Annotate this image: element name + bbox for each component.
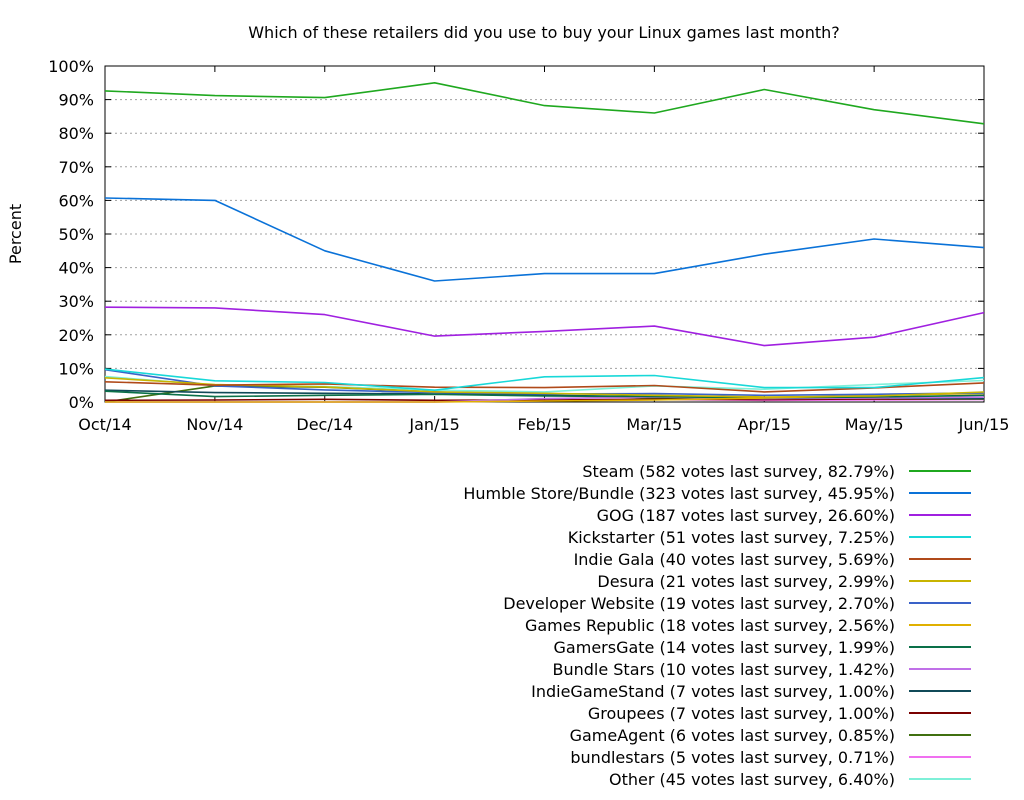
- legend-label: Bundle Stars (10 votes last survey, 1.42…: [552, 660, 895, 679]
- legend-label: Humble Store/Bundle (323 votes last surv…: [463, 484, 895, 503]
- series-line-0: [104, 82, 985, 125]
- legend-label: Indie Gala (40 votes last survey, 5.69%): [574, 550, 895, 569]
- y-tick-label: 20%: [58, 326, 94, 345]
- series-line-11: [104, 397, 985, 402]
- series-line-1: [104, 197, 985, 282]
- x-tick-label: May/15: [845, 415, 904, 434]
- legend-label: Kickstarter (51 votes last survey, 7.25%…: [568, 528, 895, 547]
- x-tick-label: Dec/14: [296, 415, 353, 434]
- y-tick-label: 50%: [58, 225, 94, 244]
- legend-label: Desura (21 votes last survey, 2.99%): [597, 572, 895, 591]
- series-line-2: [104, 306, 985, 347]
- y-axis-label: Percent: [6, 204, 25, 264]
- grid-lines: [105, 99, 984, 369]
- y-tick-label: 10%: [58, 359, 94, 378]
- y-tick-label: 100%: [48, 57, 94, 76]
- legend-label: IndieGameStand (7 votes last survey, 1.0…: [531, 682, 895, 701]
- legend-label: Groupees (7 votes last survey, 1.00%): [588, 704, 895, 723]
- y-tick-label: 80%: [58, 124, 94, 143]
- legend-label: GameAgent (6 votes last survey, 0.85%): [570, 726, 895, 745]
- legend: Steam (582 votes last survey, 82.79%) Hum…: [463, 462, 971, 789]
- x-tick-label: Apr/15: [738, 415, 791, 434]
- legend-label: Games Republic (18 votes last survey, 2.…: [525, 616, 895, 635]
- legend-label: Developer Website (19 votes last survey,…: [503, 594, 895, 613]
- x-tick-label: Oct/14: [78, 415, 131, 434]
- series-line-8: [104, 390, 985, 399]
- x-tick-label: Feb/15: [517, 415, 571, 434]
- x-tick-label: Jun/15: [958, 415, 1010, 434]
- series-lines: [104, 82, 985, 403]
- y-tick-label: 40%: [58, 259, 94, 278]
- y-tick-label: 70%: [58, 158, 94, 177]
- legend-label: Steam (582 votes last survey, 82.79%): [582, 462, 895, 481]
- y-tick-label: 90%: [58, 91, 94, 110]
- legend-label: Other (45 votes last survey, 6.40%): [609, 770, 895, 789]
- chart-title: Which of these retailers did you use to …: [248, 23, 840, 42]
- series-line-4: [104, 381, 985, 393]
- x-tick-label: Nov/14: [186, 415, 243, 434]
- y-tick-label: 30%: [58, 292, 94, 311]
- x-tick-label: Jan/15: [408, 415, 459, 434]
- plot-frame: [104, 65, 985, 403]
- y-tick-label: 60%: [58, 191, 94, 210]
- legend-label: GamersGate (14 votes last survey, 1.99%): [554, 638, 895, 657]
- axes: 0% 10% 20% 30% 40% 50% 60% 70% 80% 90% 100% Oct/14 N…: [48, 57, 1009, 434]
- x-tick-label: Mar/15: [626, 415, 682, 434]
- legend-label: bundlestars (5 votes last survey, 0.71%): [570, 748, 895, 767]
- series-line-3: [104, 368, 985, 392]
- legend-label: GOG (187 votes last survey, 26.60%): [597, 506, 895, 525]
- y-tick-label: 0%: [69, 393, 94, 412]
